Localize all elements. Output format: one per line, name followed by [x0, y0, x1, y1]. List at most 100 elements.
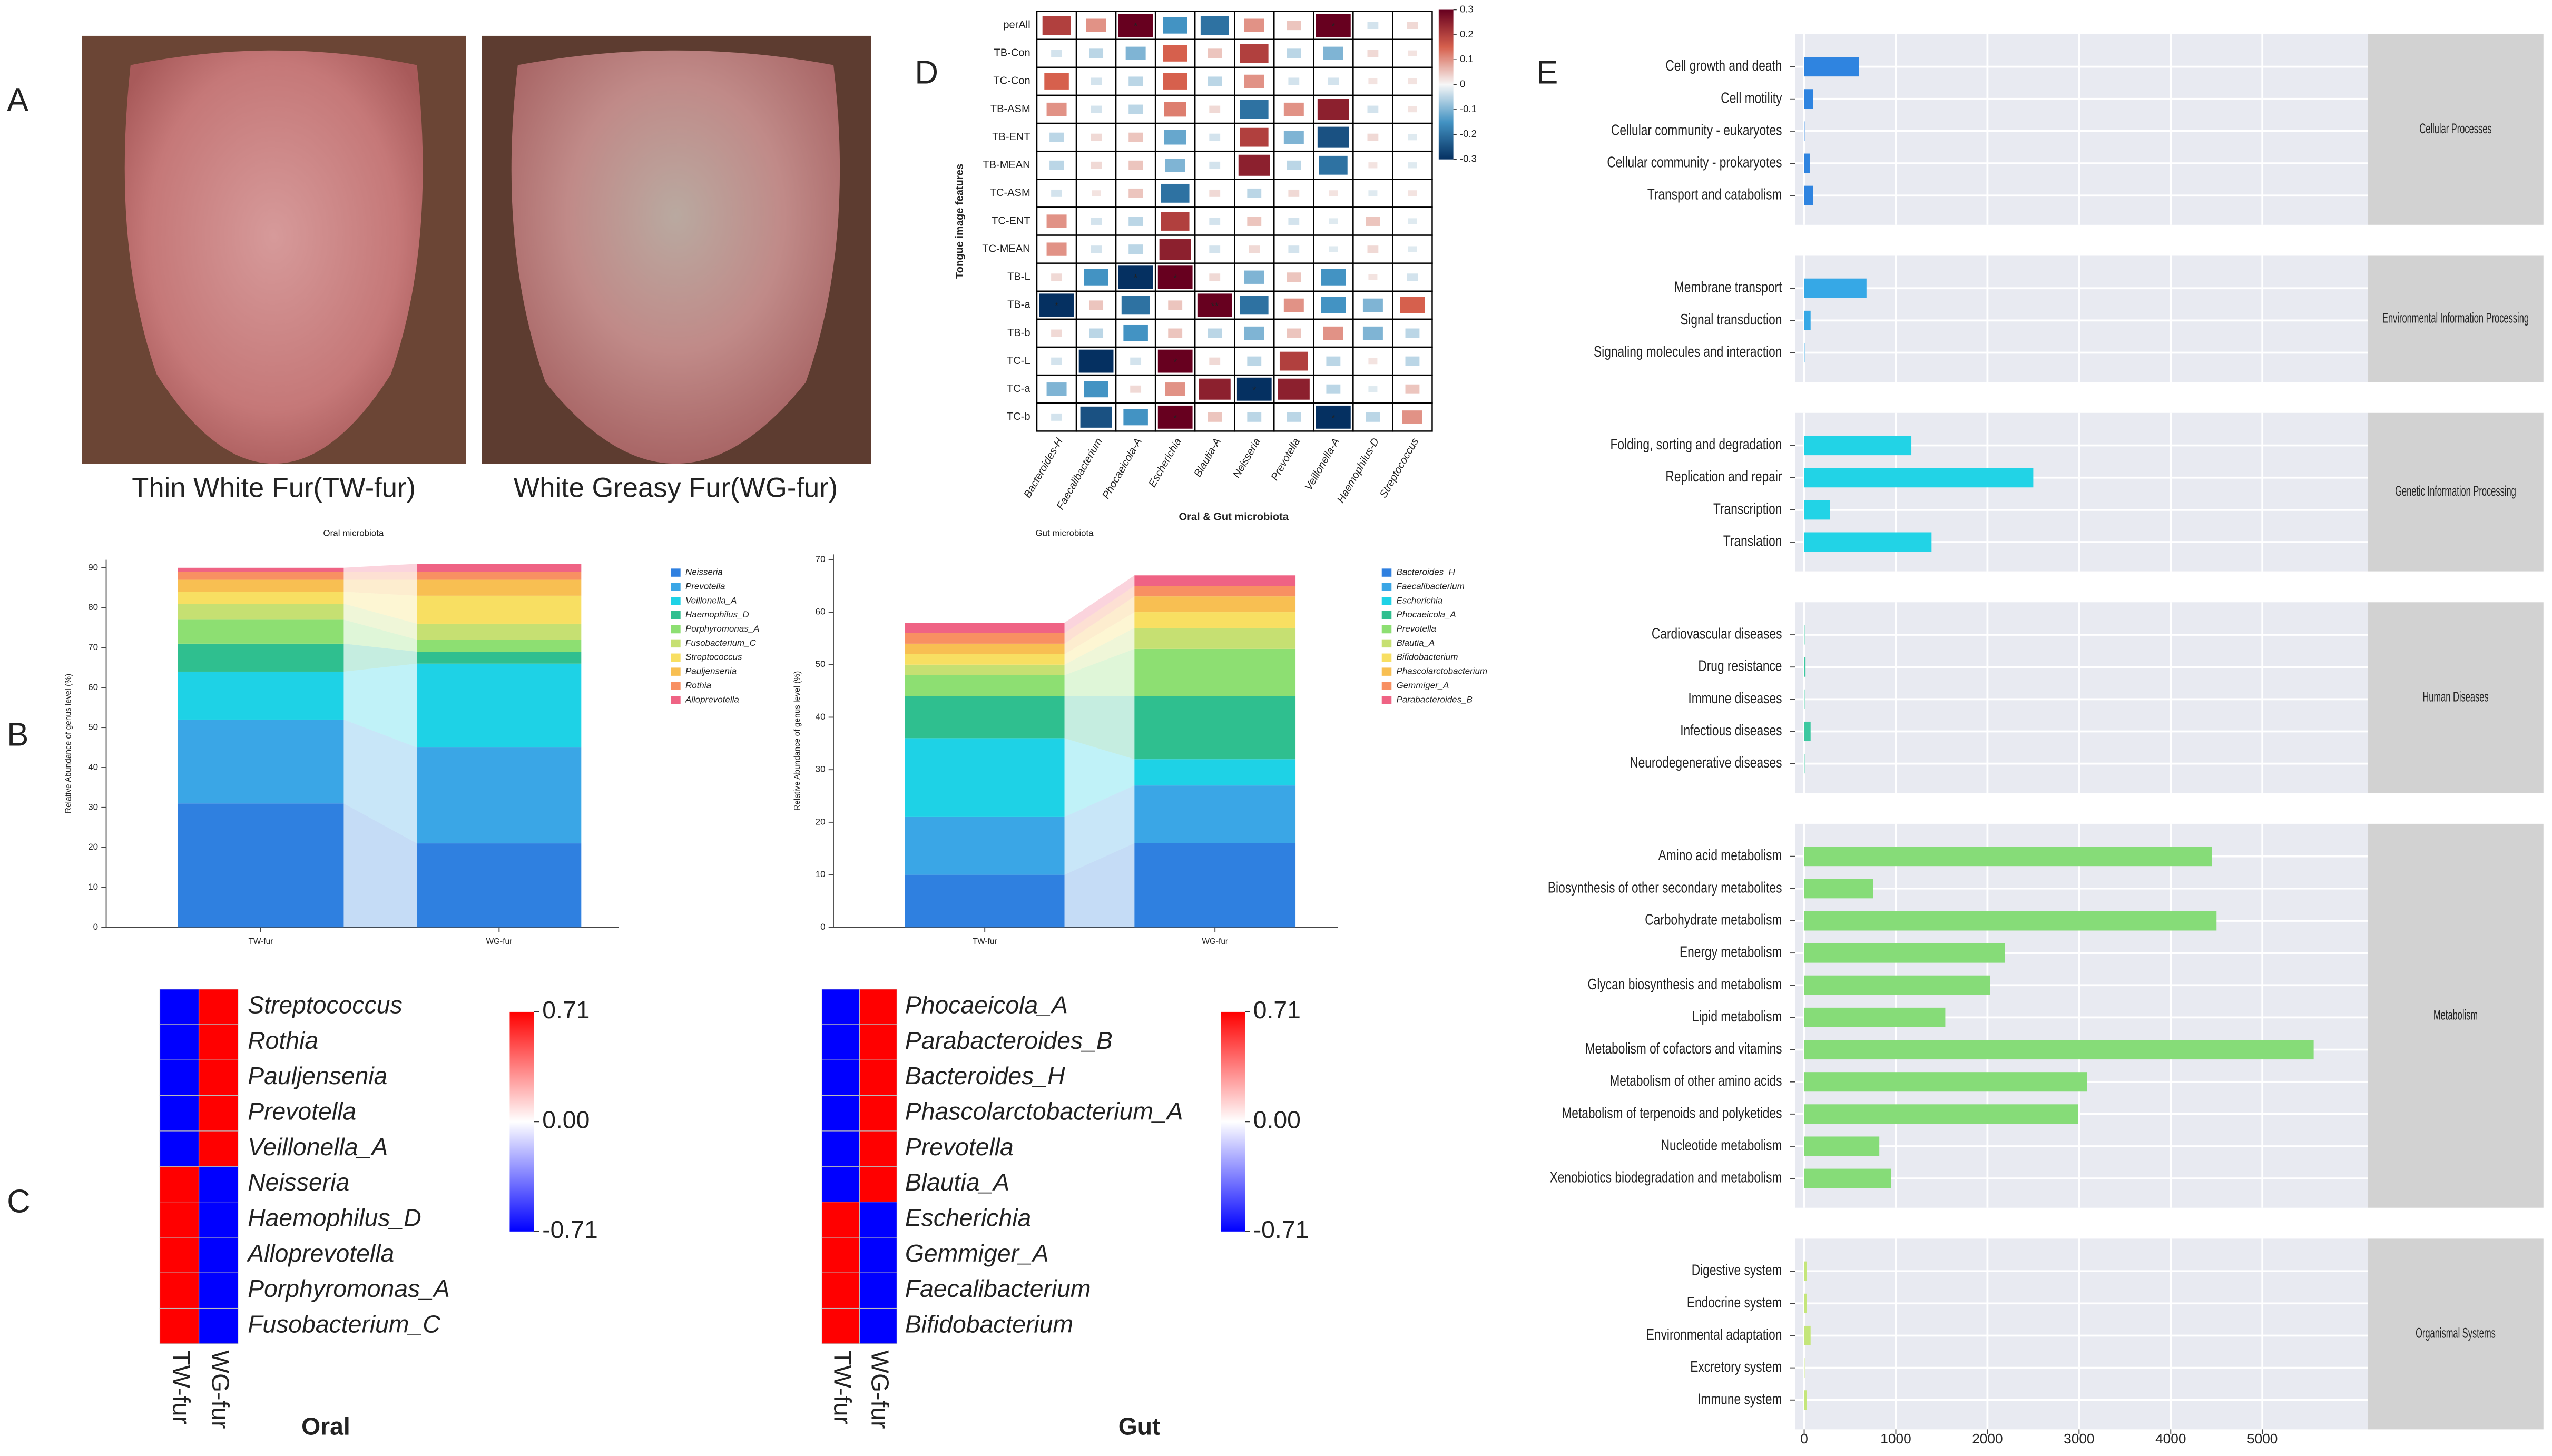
corr-square: [1247, 412, 1262, 422]
bar: [1804, 911, 2217, 931]
category-label: Lipid metabolism: [1692, 1009, 1782, 1025]
bar-segment: [417, 623, 582, 640]
cell-frame: [1392, 402, 1433, 432]
corr-square: [1316, 14, 1351, 37]
corr-square: [1321, 269, 1346, 286]
row-label: Escherichia: [905, 1204, 1031, 1232]
corr-square: [1051, 357, 1062, 365]
corr-square: [1287, 328, 1301, 338]
heat-cell: [159, 1166, 200, 1203]
y-tick-label: 90: [88, 562, 98, 572]
legend-swatch: [1381, 639, 1392, 648]
corr-square: [1163, 17, 1187, 34]
chart-title: Oral: [301, 1413, 350, 1440]
heat-cell: [198, 1307, 239, 1344]
row-label: Porphyromonas_A: [248, 1275, 450, 1302]
heat-cell: [859, 1059, 898, 1096]
category-label: Transport and catabolism: [1647, 186, 1782, 203]
heat-cell: [198, 1095, 239, 1132]
colorbar-label: 0.2: [1460, 28, 1474, 40]
corr-square: [1236, 377, 1272, 401]
category-label: Signal transduction: [1680, 312, 1782, 328]
heat-cell: [859, 1130, 898, 1167]
corr-square: [1368, 386, 1378, 392]
panel-label: D: [915, 54, 938, 91]
heat-cell: [198, 1237, 239, 1273]
flow-band: [1064, 843, 1135, 928]
significance: *: [1252, 385, 1256, 396]
corr-square: [1130, 385, 1142, 393]
colorbar-label: -0.71: [1253, 1216, 1309, 1243]
corr-square: [1165, 159, 1185, 172]
heat-cell: [859, 1166, 898, 1203]
facet-strip: [2368, 823, 2544, 1208]
bar-segment: [1134, 612, 1296, 628]
facet-strip: [2368, 34, 2544, 225]
corr-square: [1209, 245, 1221, 253]
x-tick-label: 4000: [2155, 1431, 2186, 1447]
corr-square: [1086, 18, 1106, 32]
corr-square: [1323, 46, 1343, 60]
flow-band: [1064, 785, 1135, 875]
corr-square: [1240, 44, 1269, 63]
photo-caption: White Greasy Fur(WG-fur): [514, 472, 838, 503]
corr-square: [1368, 358, 1378, 365]
bar: [1804, 57, 1859, 77]
bar-segment: [178, 643, 344, 672]
legend-swatch: [1381, 568, 1392, 577]
bar: [1804, 847, 2212, 867]
corr-square: [1240, 100, 1269, 119]
colorbar: [1438, 9, 1454, 160]
corr-square: [1128, 188, 1143, 198]
heat-cell: [821, 1201, 860, 1238]
corr-square: [1287, 412, 1301, 422]
corr-square: [1051, 189, 1062, 197]
bar-segment: [905, 623, 1065, 633]
y-tick-label: 20: [88, 842, 98, 852]
category-label: Carbohydrate metabolism: [1645, 912, 1782, 928]
heat-cell: [821, 1307, 860, 1344]
corr-square: [1329, 218, 1338, 224]
corr-square: [1049, 132, 1064, 142]
y-tick-label: 30: [816, 764, 826, 774]
y-axis-label: Tongue image features: [954, 164, 966, 279]
flow-band: [343, 643, 417, 672]
bar: [1804, 500, 1830, 520]
corr-square: [1408, 162, 1417, 169]
legend-label: Faecalibacterium: [1397, 581, 1465, 591]
row-label: Streptococcus: [248, 991, 402, 1019]
bar-segment: [417, 579, 582, 596]
flow-band: [343, 604, 417, 640]
colorbar-label: 0.1: [1460, 53, 1474, 64]
legend-label: Phocaeicola_A: [1397, 609, 1456, 619]
bar: [1804, 1390, 1807, 1410]
bar-segment: [178, 719, 344, 804]
category-label: Immune diseases: [1688, 691, 1782, 707]
flow-band: [1064, 612, 1135, 665]
significance: *: [1173, 272, 1177, 283]
bar-segment: [1134, 785, 1296, 843]
row-label: TC-L: [1007, 355, 1030, 367]
heat-cell: [198, 1024, 239, 1060]
bar-segment: [905, 874, 1065, 928]
legend-swatch: [671, 583, 681, 591]
facet-label: Organismal Systems: [2416, 1325, 2496, 1341]
corr-square: [1240, 296, 1269, 315]
corr-square: [1091, 105, 1102, 113]
legend-swatch: [1381, 611, 1392, 619]
heat-cell: [198, 1166, 239, 1203]
x-tick-label: WG-fur: [486, 937, 512, 946]
corr-square: [1121, 296, 1150, 315]
corr-square: [1049, 160, 1064, 170]
corr-square: [1407, 22, 1418, 29]
significance: *: [1134, 21, 1137, 32]
y-tick-label: 0: [820, 922, 825, 932]
corr-square: [1209, 133, 1221, 141]
corr-square: [1051, 50, 1062, 57]
heat-cell: [159, 1201, 200, 1238]
row-label: TB-Con: [994, 47, 1030, 59]
facet-label: Cellular Processes: [2419, 121, 2491, 136]
legend-label: Veillonella_A: [685, 595, 737, 605]
legend-swatch: [1381, 653, 1392, 662]
category-label: Replication and repair: [1665, 469, 1782, 485]
